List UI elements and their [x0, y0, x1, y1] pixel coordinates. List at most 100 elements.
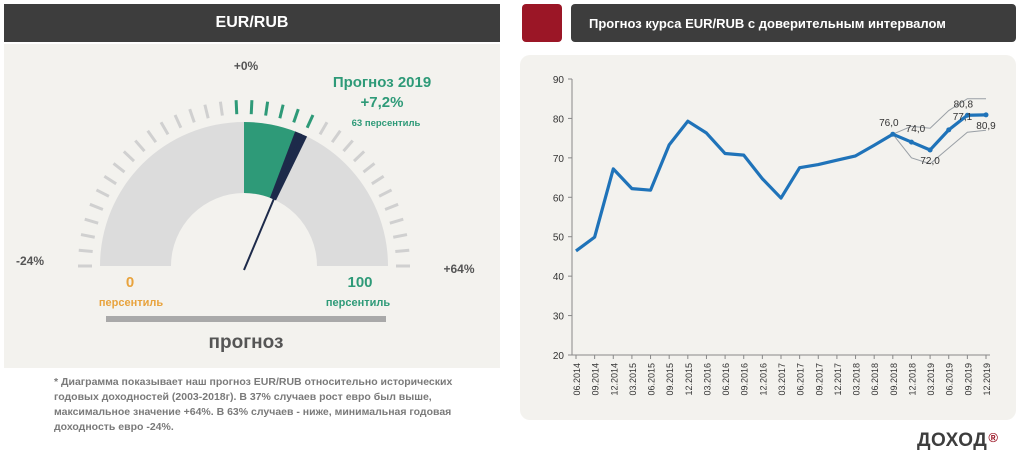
x-tick-label: 09.2016: [740, 363, 750, 396]
gauge-tick: [95, 188, 110, 198]
x-tick-label: 03.2018: [852, 363, 862, 396]
right-label: +64%: [443, 262, 474, 276]
gauge-tick: [318, 121, 329, 136]
x-tick-label: 12.2019: [982, 363, 992, 396]
data-label: 76,0: [879, 118, 899, 129]
y-tick-label: 30: [553, 312, 565, 323]
data-point: [964, 112, 970, 118]
y-tick-label: 70: [553, 154, 565, 165]
x-tick-label: 03.2015: [628, 363, 638, 396]
x-tick-label: 09.2019: [963, 363, 973, 396]
prognosis-bar: [106, 316, 386, 322]
gauge-tick: [112, 162, 126, 174]
gauge-tick: [84, 217, 99, 225]
gauge-tick: [103, 174, 117, 186]
forecast-title: Прогноз 2019: [333, 74, 431, 91]
gauge-tick: [159, 121, 170, 136]
y-tick-label: 50: [553, 233, 565, 244]
gauge-tick: [378, 188, 393, 198]
gauge-tick: [188, 108, 196, 123]
gauge-tick: [218, 101, 224, 116]
gauge-ticks: [78, 100, 410, 268]
gauge-svg: +0% Прогноз 2019 +7,2% 63 персентиль -24…: [16, 59, 475, 353]
gauge-tick: [305, 114, 315, 129]
data-point: [983, 112, 989, 118]
x-tick-label: 06.2019: [945, 363, 955, 396]
gauge-tick: [203, 104, 210, 119]
x-tick-label: 06.2018: [870, 363, 880, 396]
gauge-tick: [80, 233, 96, 239]
x-tick-label: 12.2014: [609, 363, 619, 396]
brand-square: [522, 4, 562, 42]
gauge-tick: [173, 114, 183, 129]
gauge-tick: [392, 233, 408, 239]
footnote: * Диаграмма показывает наш прогноз EUR/R…: [54, 376, 453, 433]
x-tick-label: 03.2019: [926, 363, 936, 396]
x-tick-label: 06.2015: [647, 363, 657, 396]
gauge-title: EUR/RUB: [4, 4, 500, 42]
top-label: +0%: [234, 59, 259, 73]
x-tick-label: 09.2015: [665, 363, 675, 396]
gauge-tick: [89, 202, 104, 211]
x-tick-label: 12.2017: [833, 363, 843, 396]
min-percentile-label: персентиль: [99, 297, 163, 309]
forecast-value: +7,2%: [361, 94, 404, 111]
gauge-tick: [342, 139, 354, 153]
logo: ДОХОД®: [917, 430, 998, 452]
data-point: [890, 131, 896, 137]
forecast-percentile: 63 персентиль: [352, 118, 421, 129]
gauge-tick: [278, 104, 285, 119]
max-percentile-value: 100: [347, 274, 372, 291]
gauge-arc: [100, 122, 388, 266]
data-label: 72,0: [920, 156, 940, 167]
x-tick-label: 06.2014: [572, 363, 582, 396]
data-point: [908, 139, 914, 145]
gauge-tick: [292, 108, 300, 123]
gauge-tick: [78, 248, 93, 254]
line-chart: 20 30 40 50 60 70 80 90 06.2014 09.2014 12.2014 03.…: [553, 75, 996, 396]
gauge-panel: +0% Прогноз 2019 +7,2% 63 персентиль -24…: [4, 44, 500, 368]
gauge-tick: [371, 174, 385, 186]
gauge-tick: [249, 100, 254, 115]
gauge-needle: [243, 133, 303, 271]
x-tick-label: 09.2014: [591, 363, 601, 396]
y-tick-label: 90: [553, 75, 565, 86]
x-tick-label: 12.2016: [758, 363, 768, 396]
chart-title: Прогноз курса EUR/RUB с доверительным ин…: [571, 4, 1016, 42]
gauge-tick: [122, 150, 136, 163]
data-label: 74,0: [906, 124, 926, 135]
gauge-tick: [234, 100, 239, 115]
interval-upper-line: [892, 98, 986, 135]
gauge-tick: [330, 129, 342, 144]
prognosis-label: прогноз: [209, 332, 284, 353]
data-label: 77,1: [953, 112, 973, 123]
gauge-tick: [352, 150, 366, 163]
x-tick-label: 03.2016: [702, 363, 712, 396]
y-tick-label: 20: [553, 351, 565, 362]
eur-rub-line: [575, 113, 987, 253]
gauge-tick: [362, 162, 376, 174]
gauge-tick: [264, 101, 270, 116]
gauge-tick: [389, 217, 404, 225]
gauge-tick: [384, 202, 399, 211]
x-tick-label: 12.2018: [907, 363, 917, 396]
data-label: 80,8: [954, 99, 974, 110]
x-tick-label: 06.2017: [796, 363, 806, 396]
gauge-tick: [395, 248, 410, 254]
x-tick-label: 09.2017: [814, 363, 824, 396]
forecast-sector: [244, 122, 302, 200]
gauge-tick: [146, 129, 158, 144]
left-label: -24%: [16, 254, 44, 268]
min-percentile-value: 0: [126, 274, 134, 291]
x-tick-label: 03.2017: [777, 363, 787, 396]
data-point: [946, 127, 952, 133]
data-label: 80,9: [976, 121, 996, 132]
y-tick-label: 80: [553, 114, 565, 125]
x-tick-label: 12.2015: [684, 363, 694, 396]
data-point: [927, 147, 933, 153]
interval-lower-line: [892, 129, 987, 165]
chart-panel: 20 30 40 50 60 70 80 90 06.2014 09.2014 12.2014 03.…: [520, 55, 1016, 420]
gauge-tick: [134, 139, 146, 153]
max-percentile-label: персентиль: [326, 297, 390, 309]
y-tick-label: 60: [553, 193, 565, 204]
